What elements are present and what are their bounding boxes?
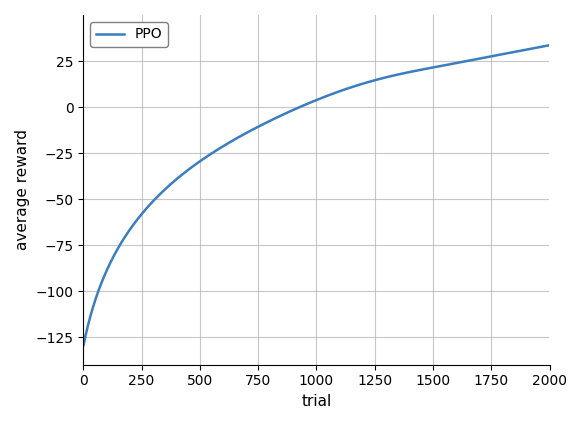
PPO — [307, 100, 314, 105]
PPO — [447, 61, 454, 67]
X-axis label: trial: trial — [301, 394, 332, 409]
PPO — [294, 106, 301, 111]
PPO — [533, 45, 540, 50]
PPO — [104, 267, 111, 272]
PPO — [533, 45, 540, 50]
Line: PPO: PPO — [83, 45, 549, 345]
Y-axis label: average reward: average reward — [15, 129, 30, 250]
PPO — [80, 343, 87, 348]
Legend: PPO: PPO — [90, 22, 168, 47]
PPO — [546, 43, 553, 48]
